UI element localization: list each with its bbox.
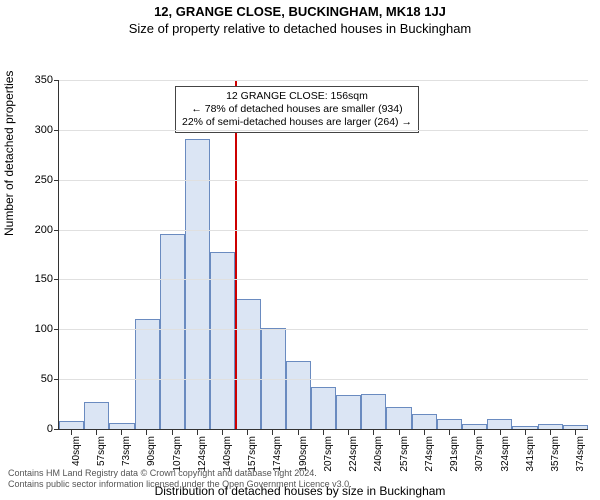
x-tick-label: 324sqm (500, 436, 511, 472)
y-tick-label: 150 (35, 273, 59, 285)
histogram-bar (336, 395, 361, 429)
chart-titles: 12, GRANGE CLOSE, BUCKINGHAM, MK18 1JJ S… (0, 4, 600, 36)
x-tick-label: 291sqm (449, 436, 460, 472)
bar-slot (512, 80, 537, 429)
x-tick-mark (323, 430, 324, 435)
bar-slot (109, 80, 134, 429)
x-tick-label: 224sqm (348, 436, 359, 472)
annotation-line-1: 12 GRANGE CLOSE: 156sqm (182, 90, 412, 103)
histogram-bar (386, 407, 411, 429)
x-tick-mark (298, 430, 299, 435)
x-tick-label: 140sqm (222, 436, 233, 472)
x-tick-label: 307sqm (474, 436, 485, 472)
annotation-line-2: ← 78% of detached houses are smaller (93… (182, 103, 412, 116)
x-tick-mark (197, 430, 198, 435)
title-line-2: Size of property relative to detached ho… (0, 21, 600, 36)
histogram-bar (361, 394, 386, 429)
x-tick-mark (474, 430, 475, 435)
grid-line (59, 130, 588, 131)
histogram-bar (311, 387, 336, 429)
x-tick-mark (272, 430, 273, 435)
x-tick-label: 341sqm (525, 436, 536, 472)
x-tick-label: 157sqm (247, 436, 258, 472)
x-tick-mark (373, 430, 374, 435)
grid-line (59, 279, 588, 280)
footer-line-1: Contains HM Land Registry data © Crown c… (8, 468, 592, 479)
x-tick-label: 257sqm (399, 436, 410, 472)
x-tick-mark (121, 430, 122, 435)
histogram-bar (210, 252, 235, 429)
footer-line-2: Contains public sector information licen… (8, 479, 592, 490)
histogram-bar (412, 414, 437, 429)
x-tick-label: 107sqm (172, 436, 183, 472)
bar-slot (487, 80, 512, 429)
histogram-bar (109, 423, 134, 429)
histogram-bar (462, 424, 487, 429)
x-tick-mark (247, 430, 248, 435)
bar-slot (59, 80, 84, 429)
y-tick-label: 300 (35, 124, 59, 136)
x-tick-label: 374sqm (575, 436, 586, 472)
x-tick-label: 124sqm (197, 436, 208, 472)
histogram-bar (185, 139, 210, 429)
x-tick-label: 240sqm (373, 436, 384, 472)
histogram-bar (135, 319, 160, 429)
annotation-line-3: 22% of semi-detached houses are larger (… (182, 116, 412, 129)
histogram-bar (538, 424, 563, 429)
histogram-bar (437, 419, 462, 429)
histogram-bar (563, 425, 588, 429)
x-tick-mark (449, 430, 450, 435)
annotation-box: 12 GRANGE CLOSE: 156sqm ← 78% of detache… (175, 86, 419, 133)
x-tick-mark (96, 430, 97, 435)
bar-slot (437, 80, 462, 429)
bar-slot (135, 80, 160, 429)
histogram-bar (160, 234, 185, 429)
grid-line (59, 230, 588, 231)
x-tick-mark (575, 430, 576, 435)
x-tick-label: 174sqm (272, 436, 283, 472)
x-tick-label: 90sqm (146, 436, 157, 466)
x-tick-mark (146, 430, 147, 435)
plot-area: 12 GRANGE CLOSE: 156sqm ← 78% of detache… (58, 80, 588, 430)
histogram-bar (286, 361, 311, 429)
histogram-bar (84, 402, 109, 429)
x-tick-label: 274sqm (424, 436, 435, 472)
bar-slot (84, 80, 109, 429)
x-tick-label: 57sqm (96, 436, 107, 466)
y-tick-label: 200 (35, 224, 59, 236)
histogram-bar (512, 426, 537, 429)
x-tick-mark (172, 430, 173, 435)
histogram-bar (235, 299, 260, 429)
x-tick-label: 190sqm (298, 436, 309, 472)
x-tick-label: 40sqm (71, 436, 82, 466)
x-tick-mark (348, 430, 349, 435)
y-tick-label: 250 (35, 174, 59, 186)
x-tick-label: 357sqm (550, 436, 561, 472)
x-tick-mark (525, 430, 526, 435)
bar-slot (462, 80, 487, 429)
grid-line (59, 329, 588, 330)
x-tick-mark (71, 430, 72, 435)
x-tick-label: 73sqm (121, 436, 132, 466)
grid-line (59, 379, 588, 380)
x-tick-label: 207sqm (323, 436, 334, 472)
x-tick-mark (500, 430, 501, 435)
bar-slot (563, 80, 588, 429)
y-tick-label: 350 (35, 74, 59, 86)
y-axis-label: Number of detached properties (2, 71, 16, 236)
x-tick-mark (550, 430, 551, 435)
histogram-bar (487, 419, 512, 429)
footer: Contains HM Land Registry data © Crown c… (8, 468, 592, 491)
title-line-1: 12, GRANGE CLOSE, BUCKINGHAM, MK18 1JJ (0, 4, 600, 19)
y-tick-label: 100 (35, 323, 59, 335)
bar-slot (538, 80, 563, 429)
y-tick-label: 50 (41, 373, 59, 385)
grid-line (59, 180, 588, 181)
histogram-bar (59, 421, 84, 429)
x-tick-mark (399, 430, 400, 435)
x-tick-mark (222, 430, 223, 435)
grid-line (59, 80, 588, 81)
x-tick-mark (424, 430, 425, 435)
